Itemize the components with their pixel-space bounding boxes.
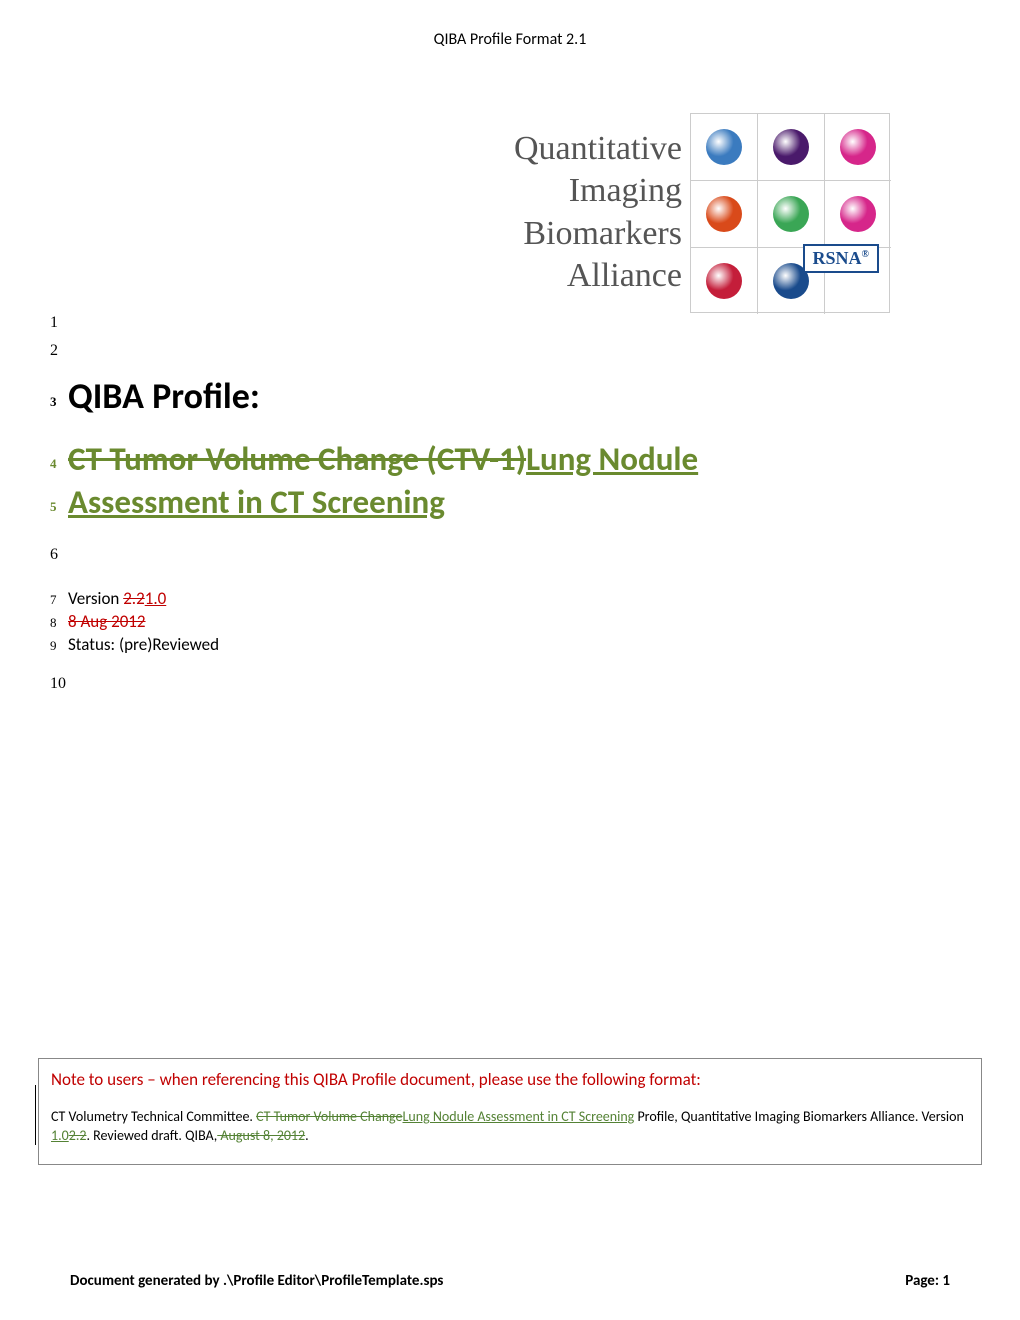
qiba-logo: Quantitative Imaging Biomarkers Alliance… [450,110,890,315]
logo-line-2: Imaging [569,172,682,209]
footer-page: Page: 1 [905,1272,950,1290]
line-number: 6 [50,546,58,564]
rsna-badge: RSNA® [803,244,880,273]
logo-dot [773,196,809,232]
line-number: 3 [50,394,57,410]
title-strike: CT Tumor Volume Change (CTV-1) [68,439,526,479]
logo-dot [773,129,809,165]
line-number: 9 [50,637,57,655]
note-body: CT Volumetry Technical Committee. CT Tum… [51,1108,969,1146]
change-bar [35,1085,36,1145]
version-old: 2.2 [123,588,145,609]
logo-dot [840,196,876,232]
title-new-1: Lung Nodule [526,439,698,479]
note-ver-old: 2.2 [69,1127,87,1144]
footer-left: Document generated by .\Profile Editor\P… [70,1272,443,1290]
line-number: 8 [50,614,57,632]
title-subtitle: 4 CT Tumor Volume Change (CTV-1)Lung Nod… [50,438,970,481]
note-ver-new: 1.0 [51,1127,69,1144]
logo-line-1: Quantitative [514,130,682,167]
title-qiba-profile: 3 QIBA Profile: [50,374,970,418]
date-line: 8 8 Aug 2012 [50,611,970,634]
note-under: Lung Nodule Assessment in CT Screening [403,1108,635,1125]
header-format: QIBA Profile Format 2.1 [50,30,970,49]
note-strike: CT Tumor Volume Change [256,1108,402,1125]
note-heading: Note to users – when referencing this QI… [51,1069,969,1090]
date-old: 8 Aug 2012 [68,611,146,632]
status-line: 9 Status: (pre)Reviewed [50,634,970,657]
line-number: 7 [50,591,57,609]
footer: Document generated by .\Profile Editor\P… [70,1272,950,1290]
line-number: 1 [50,314,58,332]
logo-line-4: Alliance [567,257,682,294]
line-number: 10 [50,675,66,693]
logo-dot [706,263,742,299]
reference-note-box: Note to users – when referencing this QI… [38,1058,982,1165]
logo-grid: RSNA® [690,113,890,313]
title-subtitle-2: 5 Assessment in CT Screening [50,481,970,524]
line-number: 2 [50,342,58,360]
version-new: 1.0 [145,588,167,609]
title-new-2: Assessment in CT Screening [68,482,445,522]
version-line: 7 Version 2.21.0 [50,588,970,611]
note-date-strike: August 8, 2012 [217,1127,305,1144]
line-number: 4 [50,456,57,473]
logo-line-3: Biomarkers [523,215,682,252]
logo-dot [706,129,742,165]
logo-dot [840,129,876,165]
logo-dot [706,196,742,232]
line-number: 5 [50,499,57,516]
logo-text: Quantitative Imaging Biomarkers Alliance [450,128,690,298]
